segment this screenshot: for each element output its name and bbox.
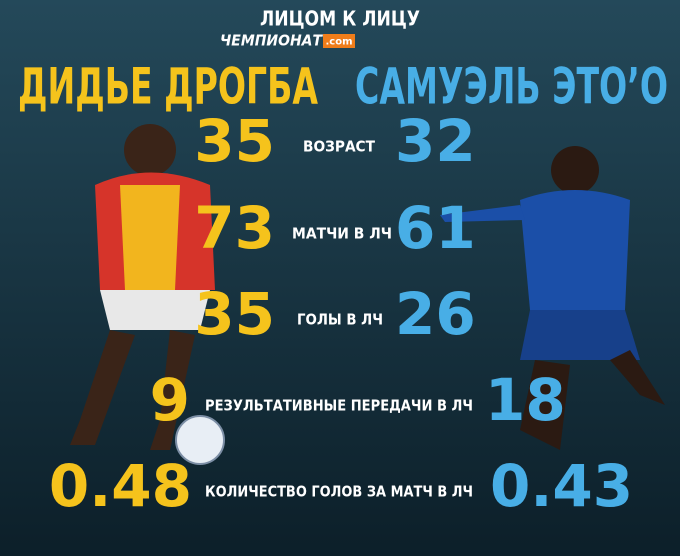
right-value: 61	[395, 194, 476, 262]
left-value: 35	[194, 107, 275, 175]
stat-label: РЕЗУЛЬТАТИВНЫЕ ПЕРЕДАЧИ В ЛЧ	[205, 397, 473, 415]
brand-suffix: .com	[325, 37, 352, 48]
left-value: 9	[150, 366, 190, 434]
right-player-name: САМУЭЛЬ ЭТО’О	[355, 58, 668, 116]
stat-label: КОЛИЧЕСТВО ГОЛОВ ЗА МАТЧ В ЛЧ	[205, 483, 473, 501]
right-value: 0.43	[490, 452, 633, 520]
left-player-figure	[70, 124, 225, 465]
left-value: 73	[194, 194, 275, 262]
stat-label: ВОЗРАСТ	[303, 138, 376, 156]
brand-badge	[323, 34, 355, 48]
stat-label: МАТЧИ В ЛЧ	[292, 225, 392, 243]
right-value: 26	[395, 280, 476, 348]
left-player-name: ДИДЬЕ ДРОГБА	[18, 58, 318, 116]
left-value: 35	[194, 280, 275, 348]
right-player-figure	[440, 146, 665, 450]
right-value: 18	[485, 366, 566, 434]
brand: ЧЕМПИОНАТ	[220, 32, 324, 50]
title: ЛИЦОМ К ЛИЦУ	[260, 7, 420, 31]
right-value: 32	[395, 107, 476, 175]
left-value: 0.48	[49, 452, 192, 520]
stat-label: ГОЛЫ В ЛЧ	[297, 311, 383, 329]
